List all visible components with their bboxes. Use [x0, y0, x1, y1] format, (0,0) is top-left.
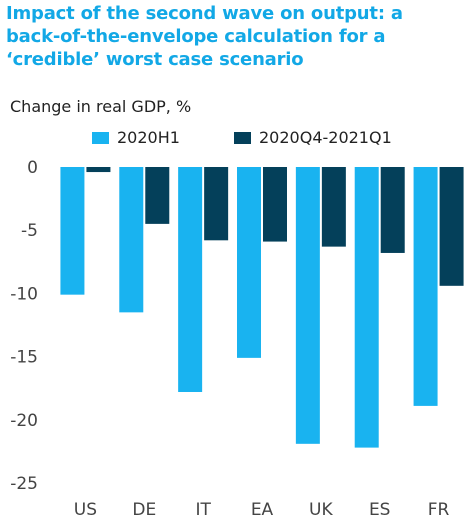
- bar-2020h1-it: [178, 167, 203, 392]
- x-tick-label-de: DE: [132, 500, 156, 520]
- x-tick-label-ea: EA: [251, 500, 274, 520]
- x-tick-label-it: IT: [195, 500, 211, 520]
- bar-2020q4-2021q1-us: [86, 167, 111, 173]
- y-tick-label: -15: [10, 348, 38, 368]
- bar-2020h1-de: [119, 167, 144, 313]
- legend-item-2020q4-2021q1: 2020Q4-2021Q1: [234, 128, 392, 147]
- bar-2020h1-uk: [295, 167, 320, 444]
- title-line-3: ‘credible’ worst case scenario: [6, 49, 304, 70]
- bar-2020q4-2021q1-uk: [321, 167, 346, 247]
- legend-label-2020q4-2021q1: 2020Q4-2021Q1: [259, 128, 392, 147]
- bar-2020q4-2021q1-it: [204, 167, 229, 241]
- title-line-1: Impact of the second wave on output: a: [6, 3, 403, 24]
- bar-2020h1-es: [354, 167, 379, 448]
- bar-2020h1-ea: [237, 167, 261, 358]
- y-tick-label: -10: [10, 284, 38, 304]
- y-tick-label: -25: [10, 474, 38, 494]
- bar-2020q4-2021q1-fr: [439, 167, 464, 286]
- legend-label-2020h1: 2020H1: [117, 128, 180, 147]
- bar-2020h1-fr: [413, 167, 438, 406]
- bar-2020q4-2021q1-de: [145, 167, 170, 224]
- bar-2020h1-us: [60, 167, 85, 295]
- title-line-2: back-of-the-envelope calculation for a: [6, 26, 386, 47]
- y-tick-label: -20: [10, 411, 38, 431]
- legend-swatch-2020q4-2021q1: [234, 131, 251, 144]
- legend-item-2020h1: 2020H1: [92, 128, 180, 147]
- chart-title: Impact of the second wave on output: a b…: [6, 2, 464, 71]
- x-tick-label-fr: FR: [428, 500, 450, 520]
- legend: 2020H1 2020Q4-2021Q1: [0, 128, 470, 148]
- y-axis-label: Change in real GDP, %: [10, 97, 192, 116]
- y-tick-label: -5: [21, 221, 38, 241]
- bar-2020q4-2021q1-es: [380, 167, 405, 253]
- x-tick-label-es: ES: [369, 500, 391, 520]
- bar-2020q4-2021q1-ea: [263, 167, 287, 242]
- y-tick-label: 0: [27, 158, 38, 178]
- x-tick-label-uk: UK: [309, 500, 333, 520]
- legend-swatch-2020h1: [92, 131, 109, 144]
- x-tick-label-us: US: [74, 500, 97, 520]
